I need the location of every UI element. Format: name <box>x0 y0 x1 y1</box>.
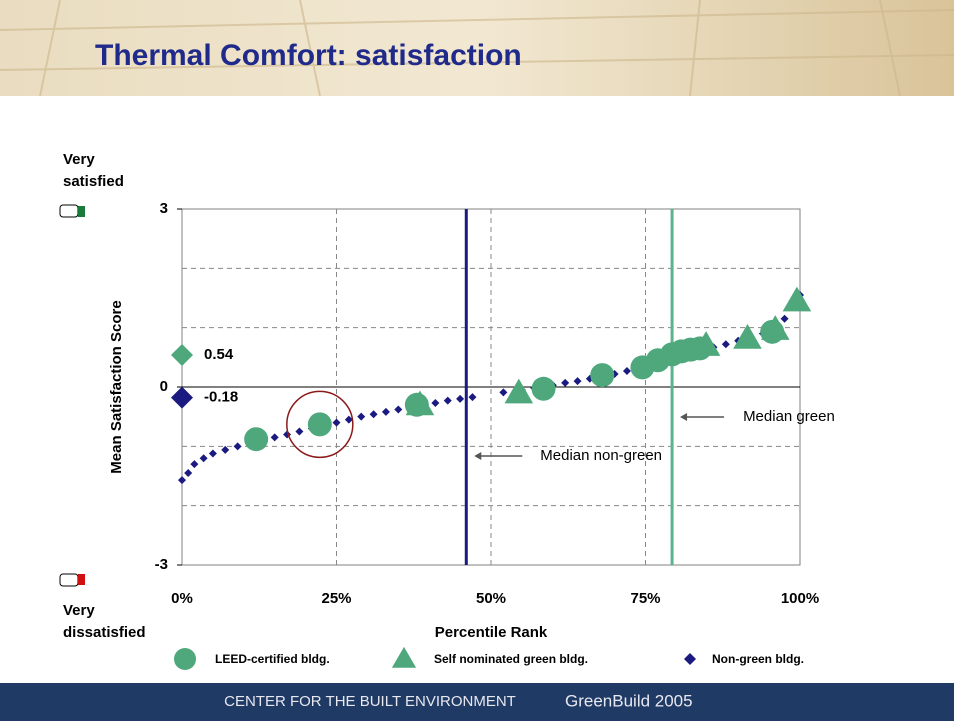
point <box>468 393 477 402</box>
thumb-down <box>59 573 85 587</box>
point <box>760 315 790 340</box>
point <box>295 427 304 436</box>
mean-marker <box>171 343 193 366</box>
y-tick-label: -3 <box>155 556 168 573</box>
legend-marker <box>391 646 417 668</box>
point <box>782 286 812 312</box>
point <box>504 378 534 404</box>
legend-marker <box>174 648 196 670</box>
point <box>733 324 762 349</box>
point <box>531 376 556 401</box>
arrow-head <box>474 452 482 460</box>
point <box>233 442 242 451</box>
legend-label: Non-green bldg. <box>712 652 804 666</box>
x-tick-label: 50% <box>476 590 506 607</box>
mean-label: 0.54 <box>204 346 234 363</box>
footer-left: CENTER FOR THE BUILT ENVIRONMENT <box>224 693 516 710</box>
point <box>344 415 353 424</box>
point <box>178 476 186 485</box>
point <box>721 340 730 349</box>
point <box>357 412 366 421</box>
slide-title: Thermal Comfort: satisfaction <box>95 39 522 72</box>
point <box>590 363 615 388</box>
point <box>244 427 269 452</box>
point <box>443 396 452 405</box>
x-tick-label: 0% <box>171 590 193 607</box>
point <box>405 390 435 416</box>
point <box>307 412 332 437</box>
x-tick-label: 25% <box>321 590 351 607</box>
bottom-label: Very dissatisfied <box>63 602 146 641</box>
median-label: Median green <box>743 408 835 425</box>
point <box>190 460 199 469</box>
mean-marker <box>171 386 193 409</box>
top-label: Very satisfied <box>63 151 124 190</box>
y-tick-label: 0 <box>160 378 168 395</box>
legend-label: Self nominated green bldg. <box>434 652 588 666</box>
arrow-head <box>680 413 688 421</box>
x-axis-label: Percentile Rank <box>435 624 548 641</box>
point <box>622 366 631 375</box>
thumb-up <box>59 204 85 218</box>
footer-right: GreenBuild 2005 <box>565 691 693 710</box>
point <box>573 377 582 386</box>
point <box>499 388 508 397</box>
x-tick-label: 75% <box>630 590 660 607</box>
median-label: Median non-green <box>540 447 662 464</box>
footer-band <box>0 683 954 721</box>
mean-label: -0.18 <box>204 389 238 406</box>
point <box>199 454 208 463</box>
legend-label: LEED-certified bldg. <box>215 652 330 666</box>
point <box>456 394 465 403</box>
point <box>270 433 279 442</box>
point <box>208 449 217 458</box>
header-band <box>0 0 954 96</box>
legend-marker <box>684 653 696 665</box>
point <box>184 469 193 478</box>
point <box>394 405 403 414</box>
point <box>381 407 390 416</box>
point <box>780 314 789 323</box>
point <box>431 399 440 408</box>
header-decoration <box>0 0 954 97</box>
y-tick-label: 3 <box>160 200 168 217</box>
y-axis-label: Mean Satisfaction Score <box>108 300 125 473</box>
x-tick-label: 100% <box>781 590 819 607</box>
point <box>561 378 570 387</box>
point <box>369 410 378 419</box>
point <box>221 445 230 454</box>
highlight-ring <box>286 390 354 459</box>
point <box>332 418 341 427</box>
point <box>691 331 721 356</box>
